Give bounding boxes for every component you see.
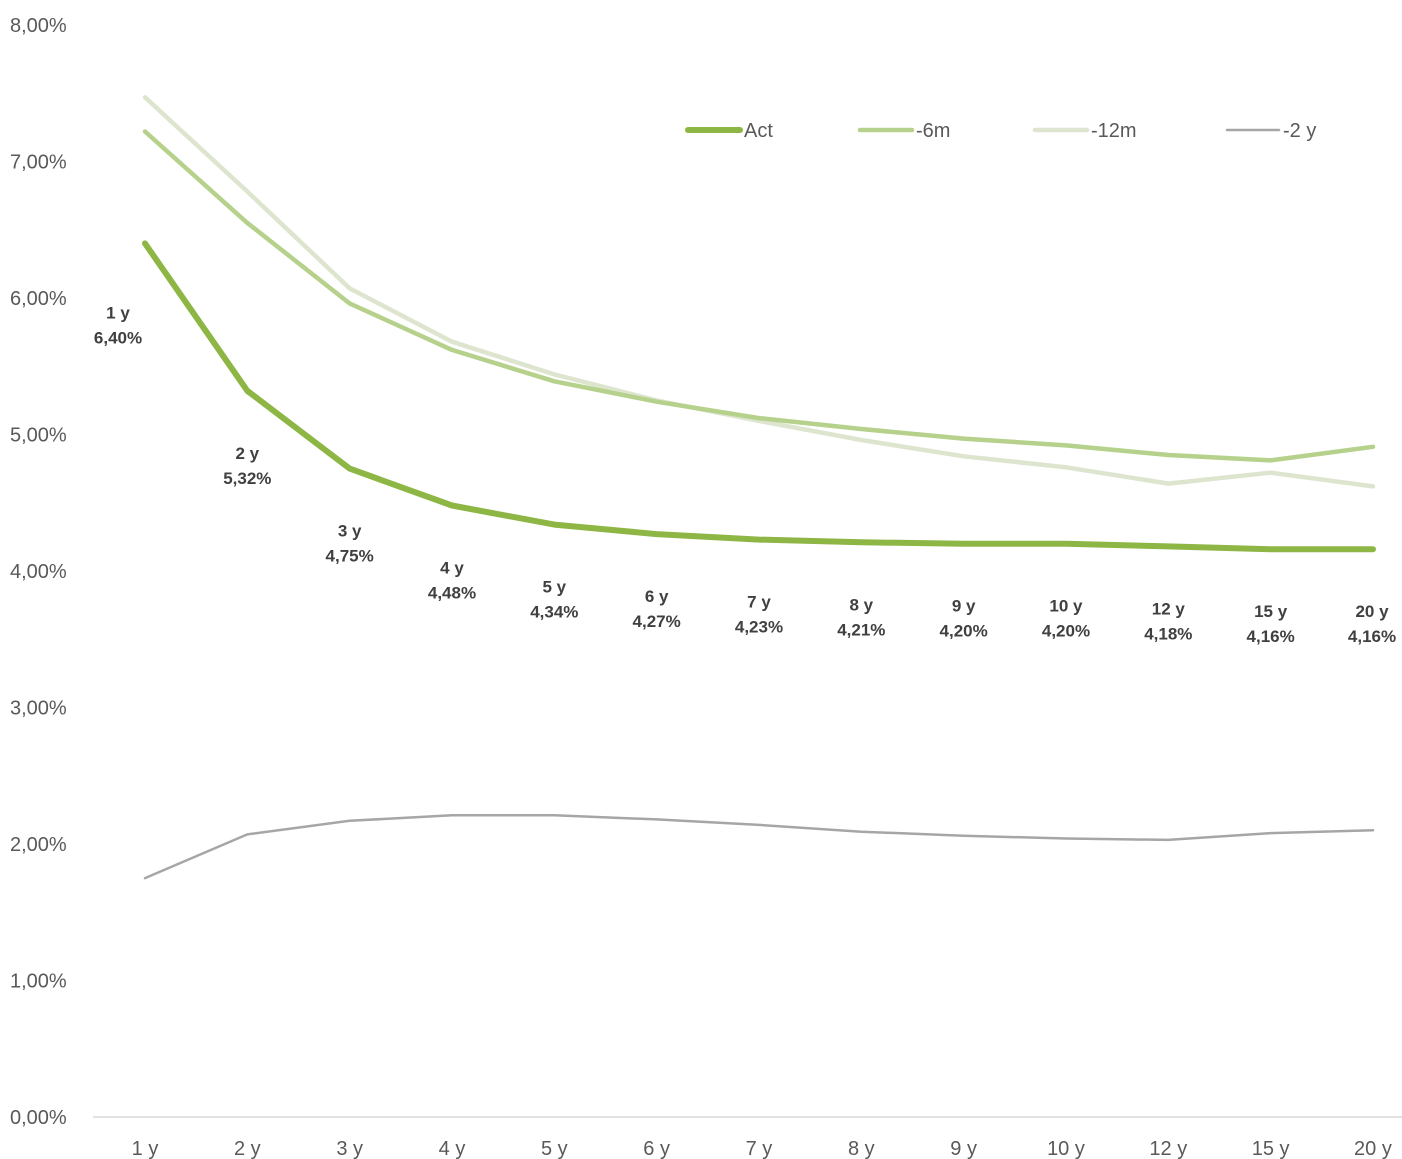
data-label-category: 8 y	[849, 595, 873, 614]
data-label: 12 y 4,18%	[1144, 599, 1192, 643]
series-line-6m	[142, 129, 1376, 463]
y-tick-label: 2,00%	[10, 834, 67, 856]
data-label-category: 12 y	[1152, 599, 1186, 618]
y-tick-label: 1,00%	[10, 971, 67, 993]
data-label-value: 4,34%	[530, 603, 578, 622]
data-label-value: 4,20%	[940, 622, 988, 641]
x-tick-label: 6 y	[643, 1138, 670, 1159]
data-label-value: 5,32%	[223, 469, 271, 488]
x-tick-label: 7 y	[746, 1138, 773, 1159]
y-tick-label: 6,00%	[10, 288, 67, 310]
data-label-category: 15 y	[1254, 602, 1288, 621]
data-label-value: 4,23%	[735, 618, 783, 637]
x-tick-label: 3 y	[336, 1138, 363, 1159]
legend: Act -6m -12m -2 y	[685, 120, 1316, 142]
series-line-2y	[143, 814, 1375, 880]
y-tick-label: 5,00%	[10, 425, 67, 447]
y-tick-label: 3,00%	[10, 698, 67, 720]
data-label-value: 4,18%	[1144, 624, 1192, 643]
data-label-value: 4,75%	[326, 547, 374, 566]
x-tick-label: 9 y	[950, 1138, 977, 1159]
y-tick-label: 7,00%	[10, 152, 67, 174]
data-label: 2 y 5,32%	[223, 444, 271, 488]
series-line-12m	[142, 95, 1376, 489]
x-tick-label: 4 y	[439, 1138, 466, 1159]
x-tick-label: 15 y	[1252, 1138, 1290, 1159]
legend-item: -6m	[857, 120, 950, 142]
y-axis: 0,00% 1,00% 2,00% 3,00% 4,00% 5,00% 6,00% 7,00%…	[10, 15, 67, 1129]
data-label-category: 10 y	[1049, 597, 1083, 616]
data-label: 5 y 4,34%	[530, 578, 578, 622]
x-tick-label: 20 y	[1354, 1138, 1392, 1159]
data-label: 8 y 4,21%	[837, 595, 885, 639]
data-label-category: 2 y	[236, 444, 260, 463]
data-label-category: 9 y	[952, 597, 976, 616]
series-layer	[142, 95, 1376, 880]
data-label-category: 7 y	[747, 593, 771, 612]
x-axis: 1 y 2 y 3 y 4 y 5 y 6 y 7 y 8 y 9 y 10 y 12 y 15 y 2…	[132, 1138, 1392, 1159]
legend-item: Act	[685, 120, 773, 142]
x-tick-label: 8 y	[848, 1138, 875, 1159]
data-label-value: 4,48%	[428, 583, 476, 602]
data-label: 6 y 4,27%	[633, 587, 681, 631]
data-label-category: 6 y	[645, 587, 669, 606]
data-label-category: 20 y	[1355, 602, 1389, 621]
legend-label: -6m	[916, 120, 950, 142]
data-label-value: 4,16%	[1348, 627, 1396, 646]
data-label: 15 y 4,16%	[1247, 602, 1295, 646]
data-label: 9 y 4,20%	[940, 597, 988, 641]
x-tick-label: 2 y	[234, 1138, 261, 1159]
data-label-category: 1 y	[106, 303, 130, 322]
data-label-value: 4,27%	[633, 612, 681, 631]
data-label: 7 y 4,23%	[735, 593, 783, 637]
data-label-value: 6,40%	[94, 328, 142, 347]
data-label: 1 y 6,40%	[94, 303, 142, 347]
legend-item: -12m	[1032, 120, 1137, 142]
data-label: 20 y 4,16%	[1348, 602, 1396, 646]
y-tick-label: 0,00%	[10, 1107, 67, 1129]
data-label-category: 3 y	[338, 522, 362, 541]
legend-label: -2 y	[1283, 120, 1316, 142]
data-label-value: 4,20%	[1042, 622, 1090, 641]
series-line-act	[142, 240, 1376, 553]
data-label: 3 y 4,75%	[326, 522, 374, 566]
x-tick-label: 12 y	[1149, 1138, 1187, 1159]
x-tick-label: 10 y	[1047, 1138, 1085, 1159]
data-label-value: 4,21%	[837, 620, 885, 639]
legend-item: -2 y	[1225, 120, 1316, 142]
data-label: 10 y 4,20%	[1042, 597, 1090, 641]
data-label-value: 4,16%	[1247, 627, 1295, 646]
x-tick-label: 1 y	[132, 1138, 159, 1159]
data-labels: 1 y 6,40% 2 y 5,32% 3 y 4,75% 4 y 4,48% 5 y 4,34%…	[94, 303, 1396, 646]
data-label: 4 y 4,48%	[428, 558, 476, 602]
legend-label: -12m	[1091, 120, 1137, 142]
data-label-category: 5 y	[542, 578, 566, 597]
data-label-category: 4 y	[440, 558, 464, 577]
y-tick-label: 8,00%	[10, 15, 67, 37]
y-tick-label: 4,00%	[10, 561, 67, 583]
x-tick-label: 5 y	[541, 1138, 568, 1159]
legend-label: Act	[744, 120, 773, 142]
